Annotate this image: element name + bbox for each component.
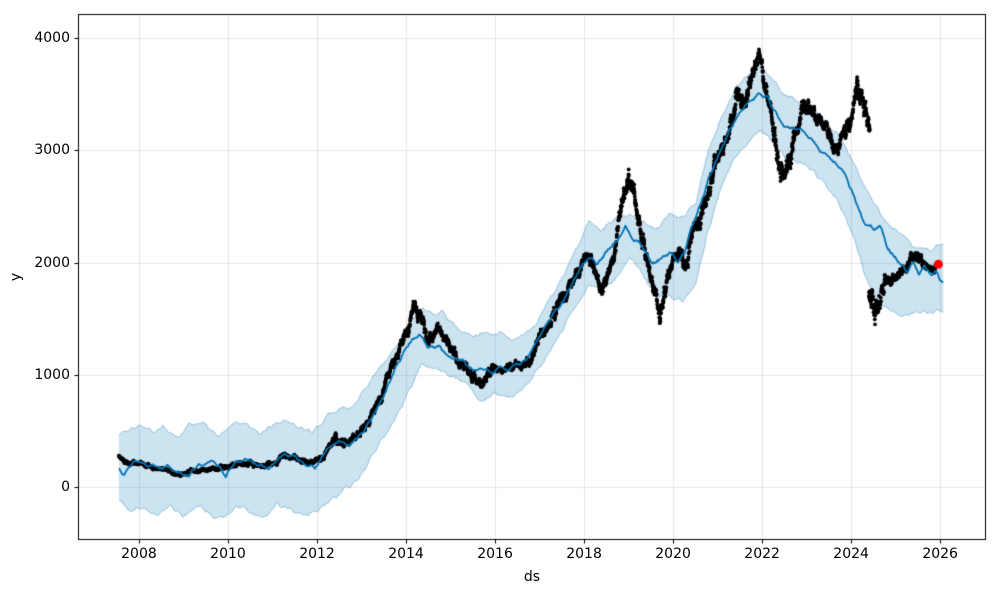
forecast-figure: 2008 2010 2012 2014 2016 2018 2020 2022 2024 2026… xyxy=(0,0,1000,600)
forecast-plot-canvas xyxy=(0,0,1000,600)
